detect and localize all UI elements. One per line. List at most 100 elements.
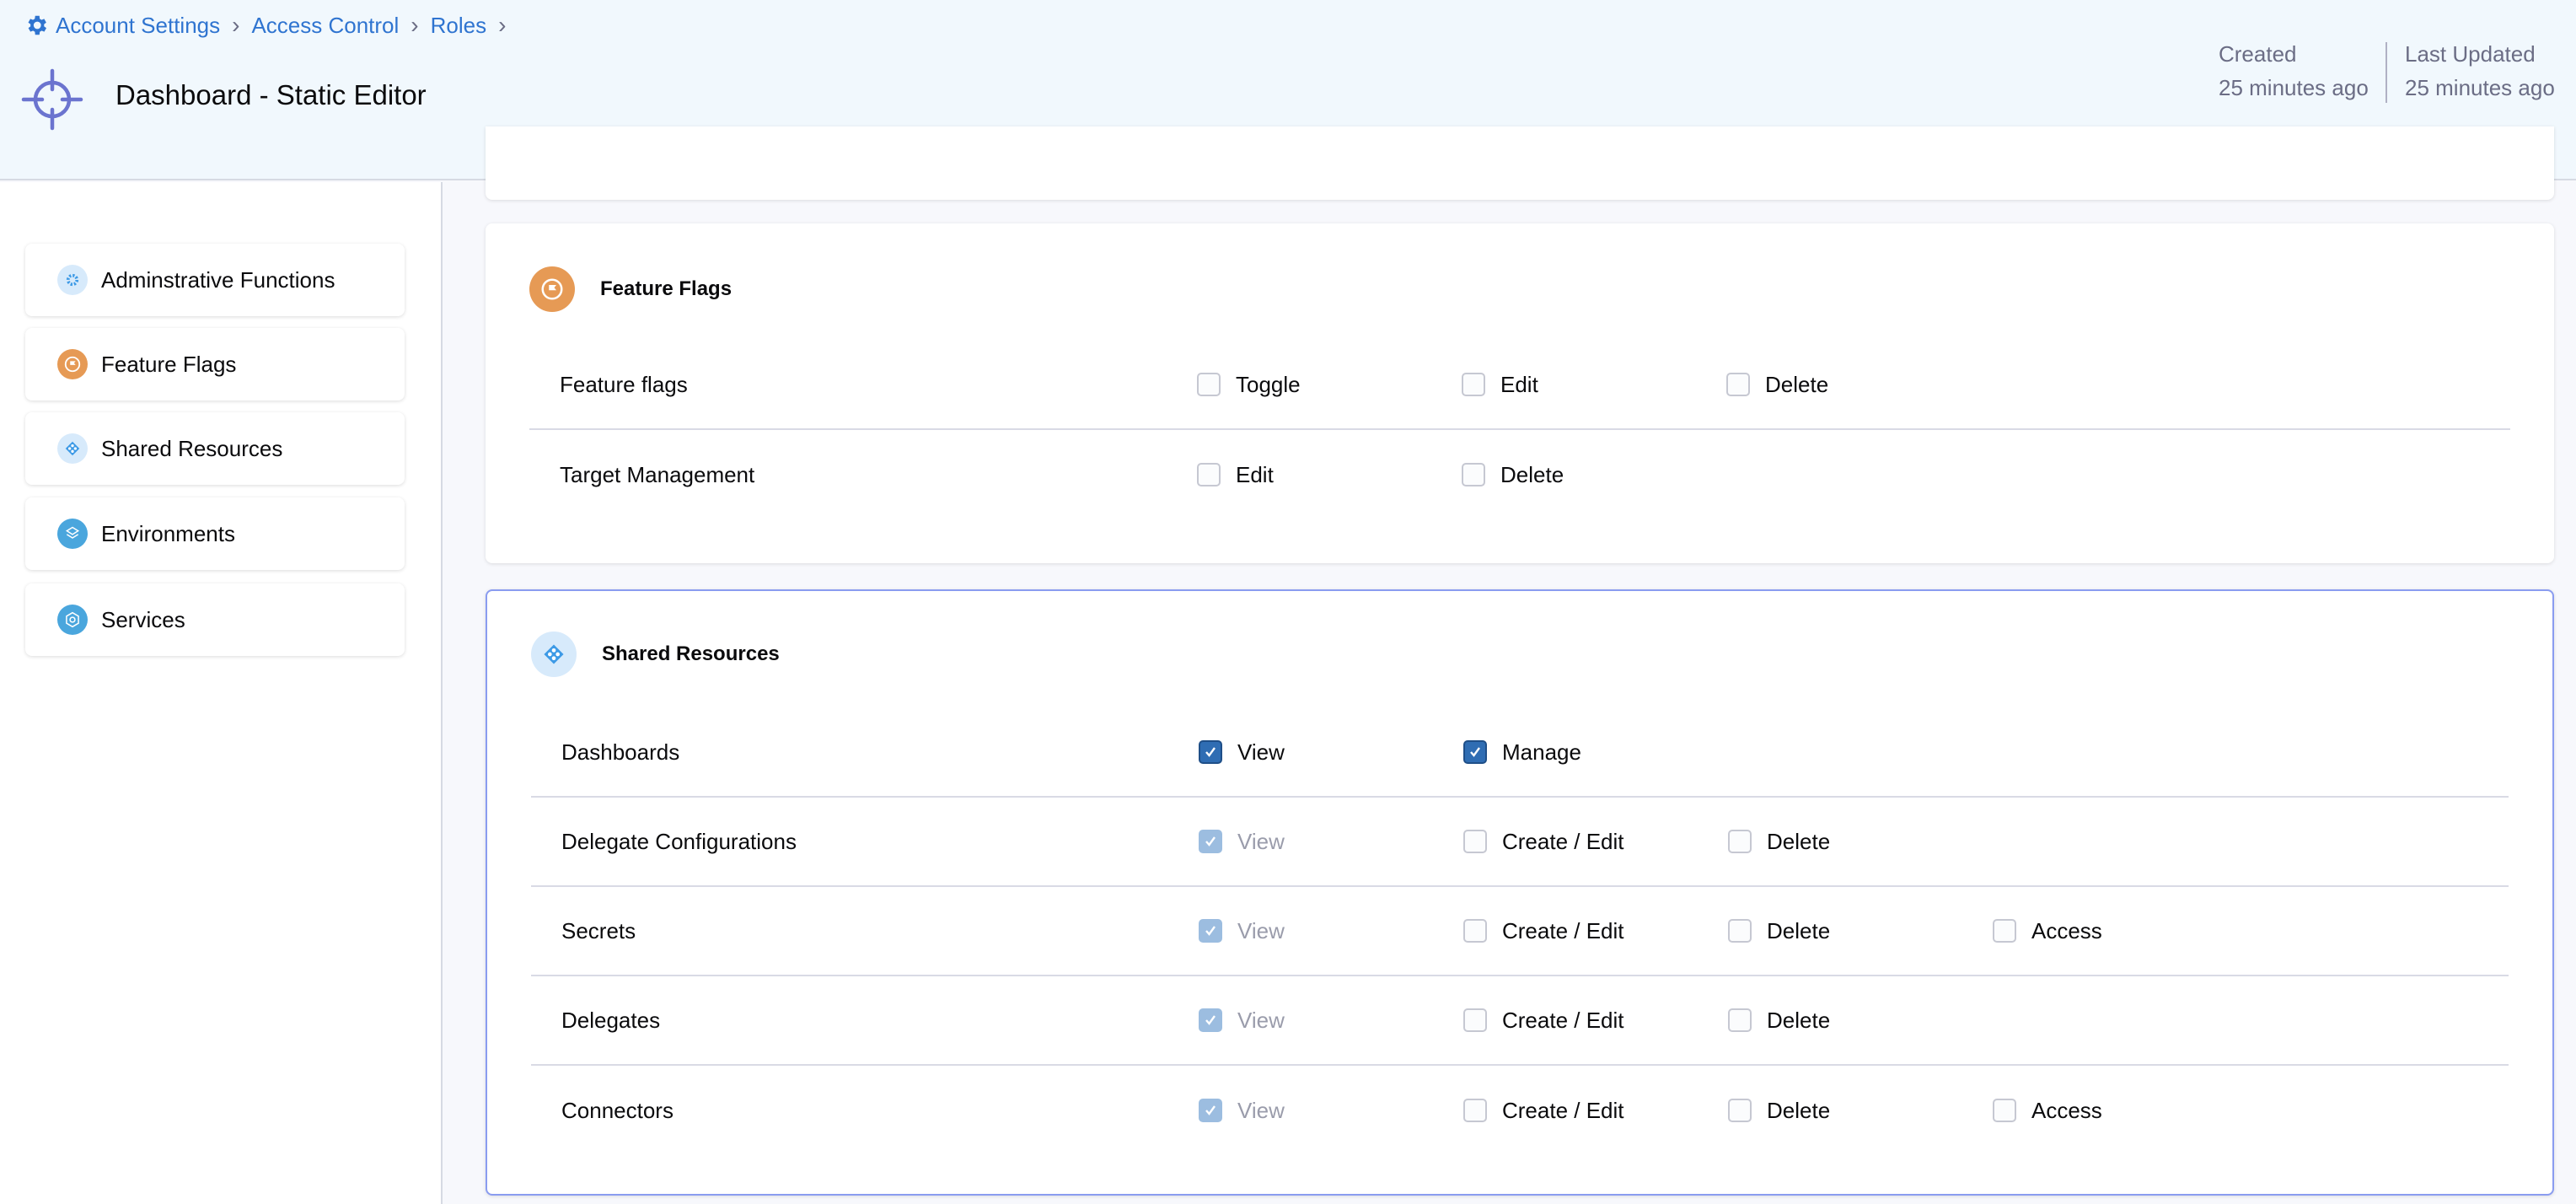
checkbox-icon[interactable] <box>1728 830 1752 853</box>
checkbox-icon[interactable] <box>1726 373 1750 396</box>
permission-card-shared-resources: Shared Resources Dashboards View Manage Del… <box>486 589 2554 1196</box>
permission-label: Delete <box>1767 1007 1831 1033</box>
permission-checkbox-access[interactable]: Access <box>1993 1098 2102 1124</box>
permission-row: Target Management Edit Delete <box>529 430 2510 519</box>
permission-card-previous <box>486 126 2554 200</box>
environments-icon <box>57 519 88 549</box>
permission-checkbox-create-edit[interactable]: Create / Edit <box>1463 1098 1624 1124</box>
permission-row: Delegate Configurations View Create / Edit… <box>531 798 2509 887</box>
permission-label: Toggle <box>1236 371 1301 397</box>
card-title: Feature Flags <box>600 277 733 300</box>
permission-row-label: Secrets <box>561 917 636 943</box>
permission-row: Connectors View Create / Edit Delete Access <box>531 1066 2509 1155</box>
sidebar: Adminstrative Functions Feature Flags Sh… <box>0 182 443 1204</box>
permission-label: Create / Edit <box>1502 828 1624 854</box>
sidebar-item-label: Services <box>101 606 185 632</box>
checkbox-icon[interactable] <box>1728 919 1752 943</box>
breadcrumb-roles[interactable]: Roles <box>430 12 487 38</box>
card-header: Feature Flags <box>529 266 732 312</box>
permission-row: Feature flags Toggle Edit Delete <box>529 341 2510 430</box>
card-title: Shared Resources <box>602 642 780 665</box>
permission-row: Secrets View Create / Edit Delete Access <box>531 887 2509 976</box>
permission-checkbox-edit[interactable]: Edit <box>1197 462 1274 488</box>
permission-row-label: Connectors <box>561 1097 674 1123</box>
permission-checkbox-delete[interactable]: Delete <box>1462 462 1564 488</box>
sidebar-item-label: Environments <box>101 520 235 546</box>
permission-label: Edit <box>1500 371 1538 397</box>
checkbox-icon[interactable] <box>1463 830 1487 853</box>
page-title: Dashboard - Static Editor <box>115 79 427 110</box>
permission-checkbox-manage[interactable]: Manage <box>1463 739 1581 766</box>
gear-icon <box>28 15 47 35</box>
checkbox-icon[interactable] <box>1197 373 1221 396</box>
sidebar-item-feature-flags[interactable]: Feature Flags <box>25 328 405 400</box>
permission-label: Manage <box>1502 739 1581 765</box>
checkbox-icon[interactable] <box>1728 1099 1752 1122</box>
updated-label: Last Updated <box>2405 41 2536 67</box>
updated-info: Last Updated 25 minutes ago <box>2405 37 2555 105</box>
permission-checkbox-view: View <box>1199 1008 1285 1034</box>
created-value: 25 minutes ago <box>2219 75 2369 100</box>
checkbox-icon[interactable] <box>1463 1008 1487 1032</box>
permission-checkbox-create-edit[interactable]: Create / Edit <box>1463 1008 1624 1034</box>
sidebar-item-administrative-functions[interactable]: Adminstrative Functions <box>25 244 405 316</box>
checkbox-icon[interactable] <box>1993 1099 2016 1122</box>
permission-label: Create / Edit <box>1502 917 1624 943</box>
checkbox-icon[interactable] <box>1463 1099 1487 1122</box>
flag-icon <box>529 266 575 312</box>
checkbox-icon[interactable] <box>1197 463 1221 486</box>
breadcrumb-account-settings[interactable]: Account Settings <box>56 12 221 38</box>
shared-resources-icon <box>531 632 577 677</box>
checkbox-checked-icon <box>1199 830 1222 853</box>
checkbox-checked-icon[interactable] <box>1199 740 1222 764</box>
permission-checkbox-access[interactable]: Access <box>1993 918 2102 944</box>
permission-row: Delegates View Create / Edit Delete <box>531 976 2509 1066</box>
permission-label: Delete <box>1767 828 1831 854</box>
sidebar-item-shared-resources[interactable]: Shared Resources <box>25 412 405 485</box>
permission-label: View <box>1237 917 1285 943</box>
sidebar-item-label: Shared Resources <box>101 435 283 461</box>
breadcrumb-access-control[interactable]: Access Control <box>251 12 400 38</box>
permission-checkbox-create-edit[interactable]: Create / Edit <box>1463 829 1624 855</box>
permission-checkbox-view: View <box>1199 1098 1285 1124</box>
permission-checkbox-create-edit[interactable]: Create / Edit <box>1463 918 1624 944</box>
permission-checkbox-edit[interactable]: Edit <box>1462 372 1538 398</box>
gear-icon <box>57 265 88 295</box>
checkbox-checked-icon <box>1199 919 1222 943</box>
chevron-right-icon: › <box>411 12 419 38</box>
permission-checkbox-view[interactable]: View <box>1199 739 1285 766</box>
checkbox-icon[interactable] <box>1463 919 1487 943</box>
permission-card-feature-flags: Feature Flags Feature flags Toggle Edit Del… <box>486 223 2554 563</box>
permission-checkbox-delete[interactable]: Delete <box>1728 918 1830 944</box>
shared-resources-icon <box>57 433 88 464</box>
checkbox-icon[interactable] <box>1462 463 1485 486</box>
permission-checkbox-delete[interactable]: Delete <box>1728 829 1830 855</box>
checkbox-icon[interactable] <box>1462 373 1485 396</box>
flag-icon <box>57 349 88 379</box>
permission-row: Dashboards View Manage <box>531 708 2509 798</box>
permission-label: Delete <box>1767 1097 1831 1123</box>
permission-row-label: Delegates <box>561 1007 661 1033</box>
permission-checkbox-toggle[interactable]: Toggle <box>1197 372 1301 398</box>
sidebar-item-services[interactable]: Services <box>25 583 405 656</box>
sidebar-item-environments[interactable]: Environments <box>25 497 405 570</box>
permission-row-label: Dashboards <box>561 739 680 765</box>
breadcrumb: Account Settings › Access Control › Role… <box>24 12 518 39</box>
permission-checkbox-view: View <box>1199 829 1285 855</box>
permission-checkbox-delete[interactable]: Delete <box>1728 1008 1830 1034</box>
updated-value: 25 minutes ago <box>2405 75 2555 100</box>
chevron-right-icon: › <box>232 12 240 38</box>
checkbox-checked-icon[interactable] <box>1463 740 1487 764</box>
permission-label: Edit <box>1236 461 1274 487</box>
permission-checkbox-delete[interactable]: Delete <box>1728 1098 1830 1124</box>
permission-label: View <box>1237 739 1285 765</box>
checkbox-checked-icon <box>1199 1099 1222 1122</box>
permission-label: View <box>1237 1007 1285 1033</box>
permission-label: Delete <box>1767 917 1831 943</box>
card-header: Shared Resources <box>531 632 780 677</box>
permission-row-label: Target Management <box>560 461 755 487</box>
checkbox-icon[interactable] <box>1993 919 2016 943</box>
divider <box>2385 42 2387 103</box>
checkbox-icon[interactable] <box>1728 1008 1752 1032</box>
permission-checkbox-delete[interactable]: Delete <box>1726 372 1828 398</box>
